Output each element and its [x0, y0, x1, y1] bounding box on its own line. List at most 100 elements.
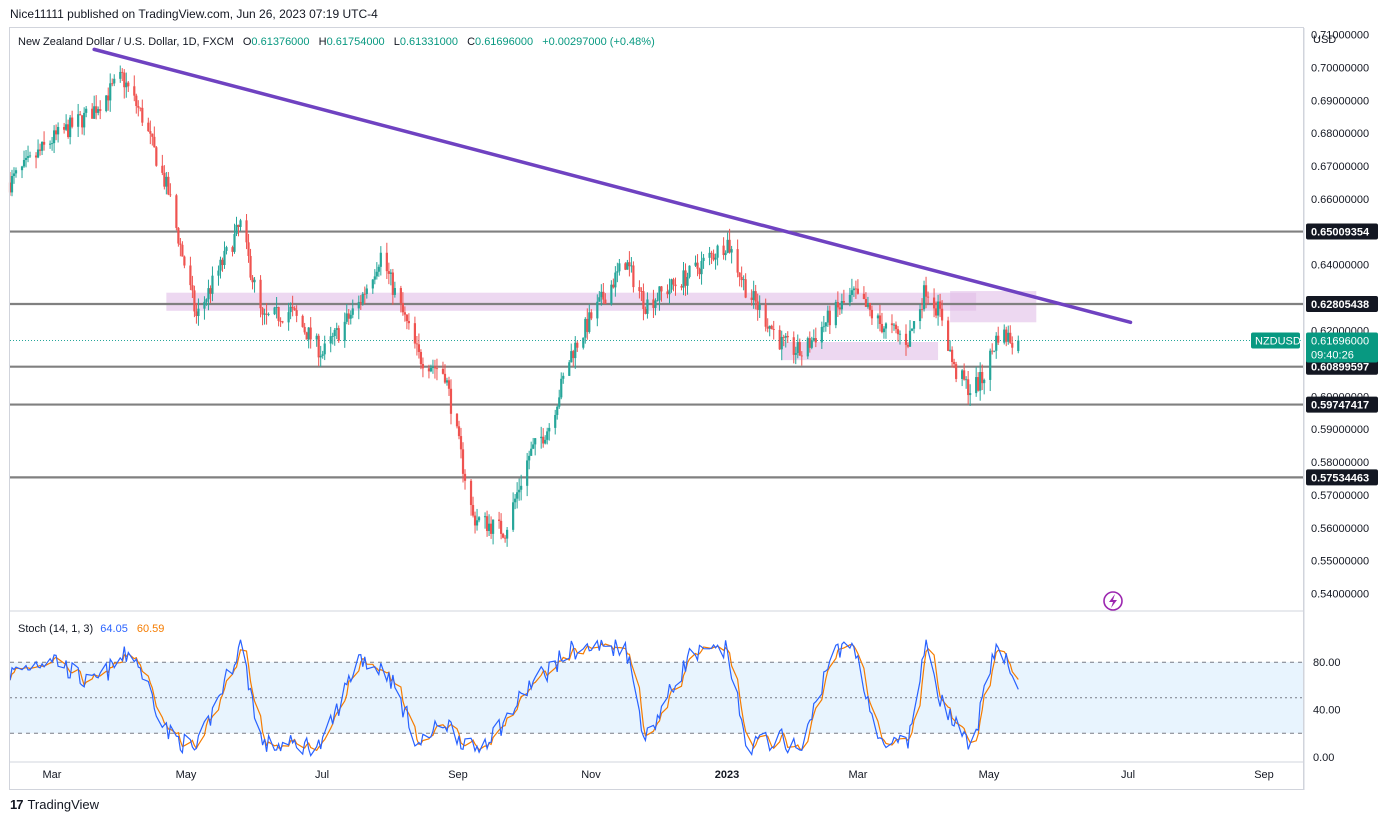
candle-body: [91, 108, 94, 119]
change-value: +0.00297000 (+0.48%): [542, 36, 655, 48]
candle-body: [211, 275, 214, 294]
candle-body: [181, 244, 184, 257]
candle-body: [810, 340, 813, 348]
time-tick-label: Jul: [315, 769, 329, 781]
candle-body: [205, 299, 208, 302]
candle-body: [191, 285, 194, 291]
candle-body: [57, 126, 60, 135]
candle-body: [203, 301, 206, 309]
candle-body: [696, 262, 699, 269]
candle-body: [491, 519, 495, 534]
candle-body: [546, 431, 549, 440]
candle-body: [768, 325, 771, 329]
candle-body: [604, 299, 607, 304]
candle-body: [822, 326, 825, 328]
candle-body: [361, 293, 364, 304]
candle-body: [932, 297, 936, 309]
candle-body: [764, 304, 767, 327]
candle-body: [814, 338, 817, 343]
candle-body: [862, 293, 866, 300]
candle-body: [644, 308, 647, 314]
candle-body: [654, 300, 657, 308]
candle-body: [303, 326, 306, 333]
candle-body: [235, 224, 238, 235]
candle-body: [796, 342, 799, 354]
candle-body: [744, 279, 747, 298]
candle-body: [558, 397, 561, 407]
candle-body: [600, 291, 603, 298]
candle-body: [147, 122, 150, 132]
tradingview-logo-icon: 17: [10, 797, 24, 812]
supply-demand-zone: [950, 291, 1037, 323]
price-axis: 0.71000000 0.70000000 0.69000000 0.68000000…: [1311, 30, 1369, 601]
candle-body: [518, 489, 521, 493]
price-tick-label: 0.64000000: [1311, 260, 1369, 272]
candle-body: [588, 312, 591, 332]
supply-demand-zone: [166, 292, 977, 311]
candle-body: [217, 270, 220, 276]
supply-demand-zone: [781, 342, 939, 361]
footer-brand[interactable]: 17 TradingView: [10, 797, 99, 812]
price-tick-label: 0.55000000: [1311, 556, 1369, 568]
candle-body: [884, 323, 888, 329]
candle-body: [193, 290, 196, 312]
candle-body: [778, 329, 781, 350]
trendline-group: [92, 47, 1133, 325]
candle-body: [1003, 329, 1006, 343]
trendline: [92, 47, 1133, 325]
candle-body: [708, 252, 711, 258]
candle-body: [660, 286, 663, 292]
candle-body: [528, 455, 531, 461]
candle-body: [207, 288, 210, 300]
candle-body: [716, 245, 719, 258]
stoch-d-line: [9, 642, 1019, 752]
lightning-icon[interactable]: [1103, 591, 1123, 611]
candle-body: [357, 301, 360, 309]
candle-body: [850, 290, 853, 295]
candle-body: [1011, 342, 1014, 348]
candle-body: [26, 156, 30, 158]
candle-body: [680, 286, 683, 288]
candle-body: [407, 321, 410, 324]
candle-body: [81, 115, 84, 128]
candle-body: [293, 308, 296, 311]
candle-body: [307, 327, 310, 340]
candle-body: [908, 330, 912, 347]
candle-body: [780, 336, 783, 350]
candle-body: [736, 249, 739, 273]
candle-body: [542, 436, 545, 444]
candle-body: [461, 449, 465, 474]
candle-body: [506, 529, 509, 539]
candle-body: [163, 172, 166, 187]
stoch-axis: 80.00 40.00 0.00: [1313, 657, 1341, 764]
close-value: 0.61696000: [475, 36, 534, 48]
candle-body: [317, 335, 320, 358]
candle-body: [281, 321, 284, 323]
close-label: C: [467, 36, 476, 48]
candle-body: [417, 344, 421, 352]
candle-body: [441, 368, 445, 374]
high-value: 0.61754000: [326, 36, 385, 48]
candle-body: [14, 170, 18, 174]
candle-body: [221, 259, 224, 266]
candle-body: [239, 220, 242, 227]
candle-body: [906, 344, 910, 347]
candle-body: [838, 307, 841, 310]
candle-body: [427, 368, 431, 372]
candle-body: [379, 252, 382, 267]
countdown-value: 09:40:26: [1311, 350, 1354, 362]
candle-body: [219, 259, 222, 271]
price-tick-label: 0.59000000: [1311, 424, 1369, 436]
candle-body: [894, 324, 898, 330]
candle-body: [672, 279, 675, 285]
candle-body: [912, 321, 916, 329]
stoch-k-line: [9, 639, 1019, 757]
candle-body: [842, 301, 845, 303]
candle-body: [83, 112, 86, 128]
candle-body: [997, 335, 1000, 343]
candle-body: [910, 328, 914, 331]
candle-body: [363, 293, 366, 295]
price-tick-label: 0.68000000: [1311, 128, 1369, 140]
candle-body: [626, 262, 629, 270]
